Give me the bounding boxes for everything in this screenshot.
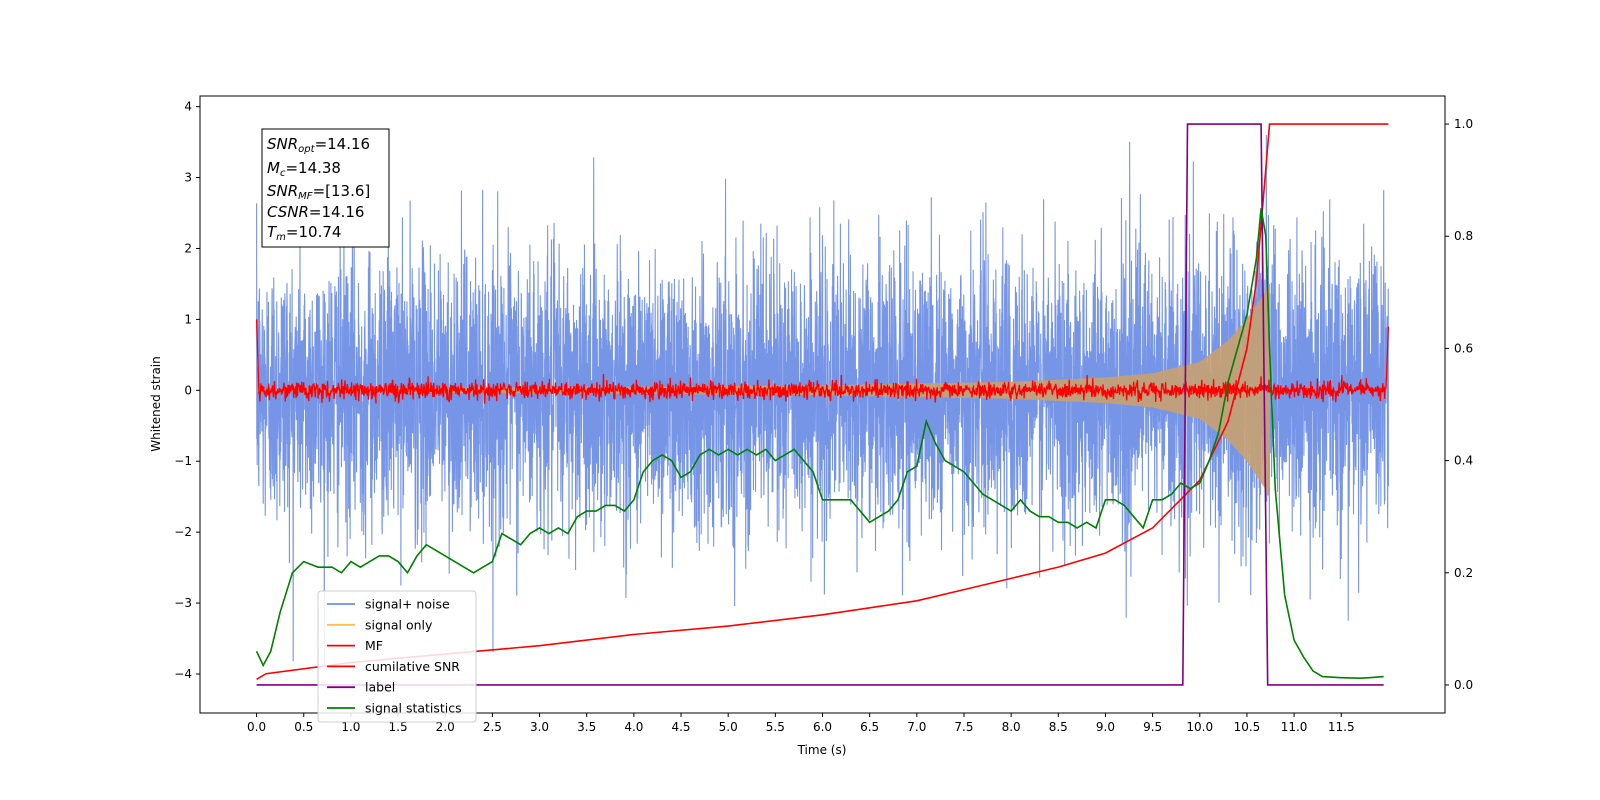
y-left-tick-label: 1	[184, 312, 192, 326]
info-box: SNRopt=14.16 Mc=14.38 SNRMF=[13.6] CSNR=…	[261, 128, 390, 248]
x-tick-label: 8.5	[1049, 720, 1068, 734]
x-tick-label: 5.0	[719, 720, 738, 734]
y-left-tick-label: −2	[174, 525, 192, 539]
x-tick-label: 3.5	[577, 720, 596, 734]
x-axis-ticks: 0.0 0.5 1.0 1.5 2.0 2.5 3.0 3.5 4.0 4.5 5.0 5.5 6.0 6…	[247, 713, 1355, 734]
y-left-tick-label: 4	[184, 100, 192, 114]
y-right-tick-label: 0.0	[1454, 678, 1473, 692]
y-left-tick-label: −4	[174, 667, 192, 681]
y-left-tick-label: −1	[174, 454, 192, 468]
x-axis-label: Time (s)	[797, 743, 847, 757]
y-right-tick-label: 0.8	[1454, 229, 1473, 243]
x-tick-label: 9.0	[1096, 720, 1115, 734]
series-label	[256, 123, 1384, 686]
x-tick-label: 2.0	[436, 720, 455, 734]
y-right-axis-ticks: 1.0 0.8 0.6 0.4 0.2 0.0	[1445, 117, 1473, 692]
x-tick-label: 0.0	[247, 720, 266, 734]
series-signal-statistics	[255, 208, 1384, 680]
x-tick-label: 4.0	[624, 720, 643, 734]
y-left-tick-label: 2	[184, 241, 192, 255]
x-tick-label: 6.5	[860, 720, 879, 734]
x-tick-label: 1.0	[341, 720, 360, 734]
info-snr-mf: SNRMF=[13.6]	[267, 182, 370, 202]
x-tick-label: 10.5	[1234, 720, 1261, 734]
y-left-tick-label: −3	[174, 596, 192, 610]
x-tick-label: 11.5	[1328, 720, 1355, 734]
series-mf	[255, 319, 1390, 404]
x-tick-label: 1.5	[389, 720, 408, 734]
legend-label: MF	[365, 638, 383, 653]
x-tick-label: 4.5	[671, 720, 690, 734]
x-tick-label: 2.5	[483, 720, 502, 734]
x-tick-label: 11.0	[1281, 720, 1308, 734]
x-tick-label: 10.0	[1186, 720, 1213, 734]
x-tick-label: 6.0	[813, 720, 832, 734]
y-left-tick-label: 3	[184, 171, 192, 185]
plot-area	[255, 123, 1390, 686]
x-tick-label: 9.5	[1143, 720, 1162, 734]
series-cumulative-snr	[256, 123, 1389, 681]
info-tm: Tm=10.74	[267, 223, 341, 243]
x-tick-label: 7.0	[907, 720, 926, 734]
y-right-tick-label: 0.6	[1454, 341, 1473, 355]
x-tick-label: 0.5	[294, 720, 313, 734]
legend-label: cumilative SNR	[365, 659, 460, 674]
legend-label: signal statistics	[365, 701, 462, 716]
legend-label: signal+ noise	[365, 597, 450, 612]
info-snr-opt: SNRopt=14.16	[267, 135, 370, 155]
x-tick-label: 3.0	[530, 720, 549, 734]
y-right-tick-label: 0.2	[1454, 566, 1473, 580]
y-right-tick-label: 1.0	[1454, 117, 1473, 131]
y-axis-label: Whitened strain	[149, 356, 163, 452]
x-tick-label: 7.5	[954, 720, 973, 734]
y-left-tick-label: 0	[184, 383, 192, 397]
x-tick-label: 5.5	[766, 720, 785, 734]
x-tick-label: 8.0	[1002, 720, 1021, 734]
legend-label: signal only	[365, 617, 433, 632]
legend: signal+ noise signal only MF cumilative SNR…	[317, 590, 477, 723]
y-right-tick-label: 0.4	[1454, 454, 1473, 468]
info-csnr: CSNR=14.16	[267, 203, 364, 221]
info-mc: Mc=14.38	[267, 159, 341, 179]
legend-label: label	[365, 680, 395, 695]
y-left-axis-ticks: 4 3 2 1 0 −1 −2 −3 −4	[174, 100, 200, 681]
